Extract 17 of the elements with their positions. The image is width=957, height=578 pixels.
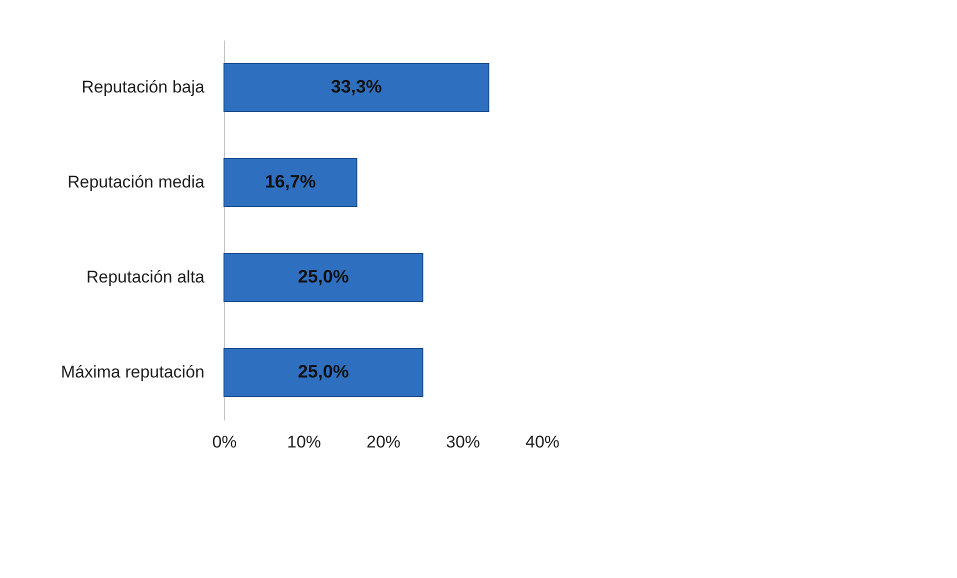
- x-tick-label: 0%: [212, 432, 237, 452]
- bar: [224, 63, 490, 112]
- data-label: 16,7%: [264, 172, 316, 192]
- data-label: 25,0%: [298, 266, 349, 286]
- data-label: 25,0%: [298, 362, 349, 382]
- y-tick-label: Máxima reputación: [60, 362, 204, 382]
- x-tick-label: 40%: [525, 432, 560, 452]
- y-tick-label: Reputación alta: [86, 268, 206, 286]
- x-tick-label: 20%: [366, 432, 401, 452]
- x-tick-label: 30%: [446, 432, 480, 452]
- y-tick-label: Reputación media: [67, 172, 206, 192]
- bar: [224, 253, 424, 302]
- bar: [224, 348, 424, 397]
- data-label: 33,3%: [330, 76, 382, 96]
- bar: [224, 158, 358, 207]
- x-tick-label: 10%: [286, 432, 322, 452]
- y-tick-label: Reputación baja: [82, 78, 206, 96]
